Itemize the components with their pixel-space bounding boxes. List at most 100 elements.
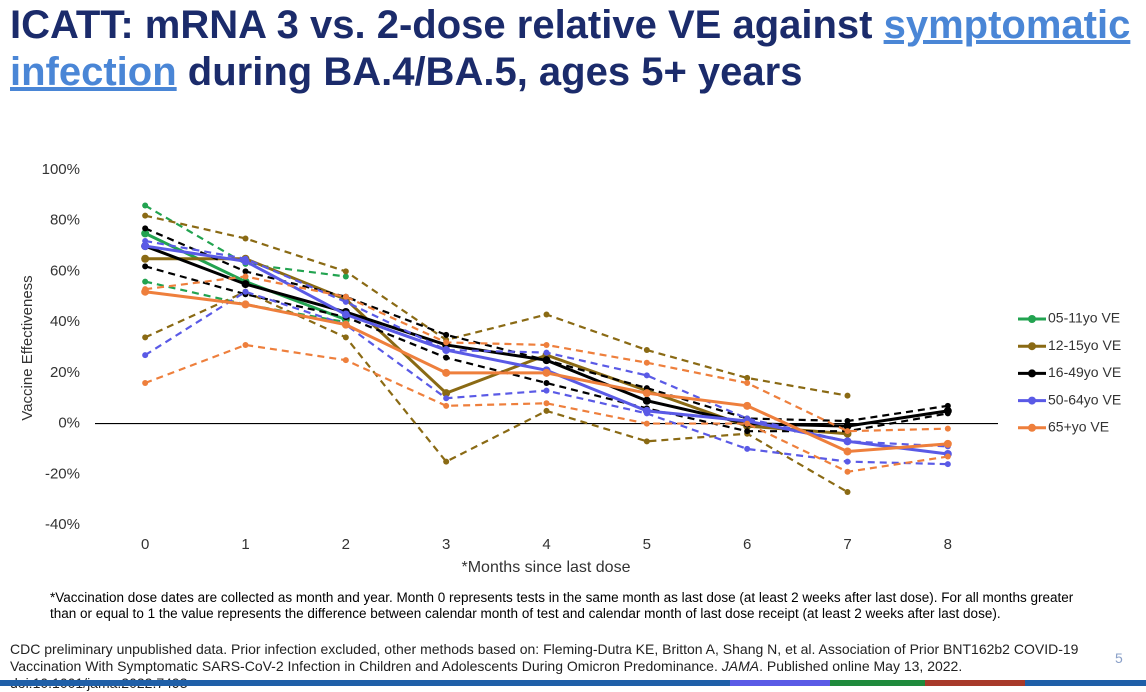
ci-marker <box>242 235 249 242</box>
ci-marker <box>844 428 851 435</box>
x-tick-label: 3 <box>442 536 450 553</box>
legend-marker <box>1028 369 1036 378</box>
legend-label: 16-49yo VE <box>1048 364 1121 380</box>
ci-marker <box>844 392 851 399</box>
series-marker <box>442 368 451 377</box>
x-tick-label: 4 <box>542 536 550 553</box>
series-marker <box>843 422 852 431</box>
ci-marker <box>342 293 349 300</box>
series-marker <box>341 320 350 329</box>
series-marker <box>943 406 952 415</box>
ci-marker <box>543 400 550 407</box>
ci-marker <box>443 339 450 346</box>
series-marker <box>241 300 250 309</box>
ci-marker <box>643 359 650 366</box>
y-tick-label: 60% <box>50 262 80 279</box>
y-tick-label: -40% <box>45 516 80 533</box>
x-tick-label: 7 <box>843 536 851 553</box>
title-link: infection <box>10 50 177 94</box>
series-marker <box>442 346 451 355</box>
title-text: ICATT: mRNA 3 vs. 2-dose relative VE aga… <box>10 3 884 47</box>
legend-label: 05-11yo VE <box>1048 310 1120 326</box>
bar-stripe <box>925 680 1025 686</box>
source-journal: JAMA <box>721 658 760 674</box>
ci-marker <box>944 425 951 432</box>
ci-marker <box>744 428 751 435</box>
ci-marker <box>342 273 349 280</box>
series-marker <box>542 368 551 377</box>
ci-marker <box>543 387 550 394</box>
x-tick-label: 8 <box>944 536 952 553</box>
series-marker <box>542 356 551 365</box>
ci-marker <box>342 357 349 364</box>
series-marker <box>241 280 250 289</box>
ci-line <box>144 214 848 397</box>
ci-marker <box>142 225 149 232</box>
y-tick-label: -20% <box>45 465 80 482</box>
x-tick-label: 5 <box>643 536 651 553</box>
ci-marker <box>443 354 450 361</box>
legend-marker <box>1028 342 1036 351</box>
ci-marker <box>844 489 851 496</box>
series-marker <box>843 437 852 446</box>
x-axis-label: *Months since last dose <box>462 559 631 576</box>
series-marker <box>943 439 952 448</box>
legend-marker <box>1028 396 1036 405</box>
ci-marker <box>643 438 650 445</box>
y-tick-label: 80% <box>50 212 80 229</box>
ci-marker <box>543 341 550 348</box>
ci-marker <box>342 298 349 305</box>
series-marker <box>642 396 651 405</box>
footer-bar <box>0 680 1146 686</box>
ci-marker <box>643 420 650 427</box>
x-tick-label: 6 <box>743 536 751 553</box>
ci-marker <box>543 311 550 318</box>
y-tick-label: 40% <box>50 313 80 330</box>
legend-marker <box>1028 423 1036 432</box>
ci-marker <box>543 349 550 356</box>
series-marker <box>642 389 651 398</box>
bar-stripe <box>730 680 830 686</box>
ci-line <box>144 265 949 433</box>
ci-marker <box>844 468 851 475</box>
ci-marker <box>142 278 149 285</box>
ci-marker <box>443 402 450 409</box>
legend-marker <box>1028 315 1036 323</box>
ci-marker <box>543 407 550 414</box>
ci-marker <box>744 420 751 427</box>
ci-marker <box>242 268 249 275</box>
ci-marker <box>443 458 450 465</box>
ci-marker <box>142 212 149 219</box>
bar-stripe <box>830 680 925 686</box>
ci-marker <box>142 334 149 341</box>
ci-marker <box>944 453 951 460</box>
y-tick-label: 20% <box>50 364 80 381</box>
slide-title: ICATT: mRNA 3 vs. 2-dose relative VE aga… <box>10 2 1146 96</box>
series-marker <box>843 447 852 456</box>
series-marker <box>141 254 150 263</box>
ci-marker <box>643 372 650 379</box>
ci-marker <box>142 352 149 359</box>
series-marker <box>141 287 150 296</box>
series-marker <box>743 401 752 410</box>
ci-marker <box>744 445 751 452</box>
bar-stripe <box>1025 680 1146 686</box>
ci-marker <box>342 334 349 341</box>
ci-marker <box>142 380 149 386</box>
ci-marker <box>142 263 149 270</box>
ci-marker <box>744 380 751 386</box>
series-marker <box>442 389 451 398</box>
ci-marker <box>242 341 249 348</box>
x-tick-label: 1 <box>241 536 249 553</box>
legend-label: 12-15yo VE <box>1048 337 1121 353</box>
y-tick-label: 0% <box>58 415 80 432</box>
footnote: *Vaccination dose dates are collected as… <box>50 590 1074 621</box>
x-tick-label: 0 <box>141 536 149 553</box>
series-marker <box>642 406 651 415</box>
title-link: symptomatic <box>883 3 1131 47</box>
title-text: during BA.4/BA.5, ages 5+ years <box>176 50 803 94</box>
ci-marker <box>142 202 149 209</box>
y-tick-label: 100% <box>42 161 80 178</box>
series-marker <box>341 310 350 319</box>
